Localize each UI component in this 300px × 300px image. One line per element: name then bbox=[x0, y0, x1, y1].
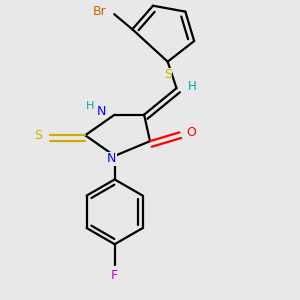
Text: F: F bbox=[111, 268, 118, 282]
Text: H: H bbox=[188, 80, 197, 93]
Text: H: H bbox=[85, 101, 94, 111]
Text: Br: Br bbox=[93, 5, 106, 18]
Text: S: S bbox=[164, 68, 172, 81]
Text: N: N bbox=[97, 105, 106, 118]
Text: N: N bbox=[107, 152, 116, 165]
Text: S: S bbox=[34, 129, 42, 142]
Text: O: O bbox=[186, 126, 196, 139]
